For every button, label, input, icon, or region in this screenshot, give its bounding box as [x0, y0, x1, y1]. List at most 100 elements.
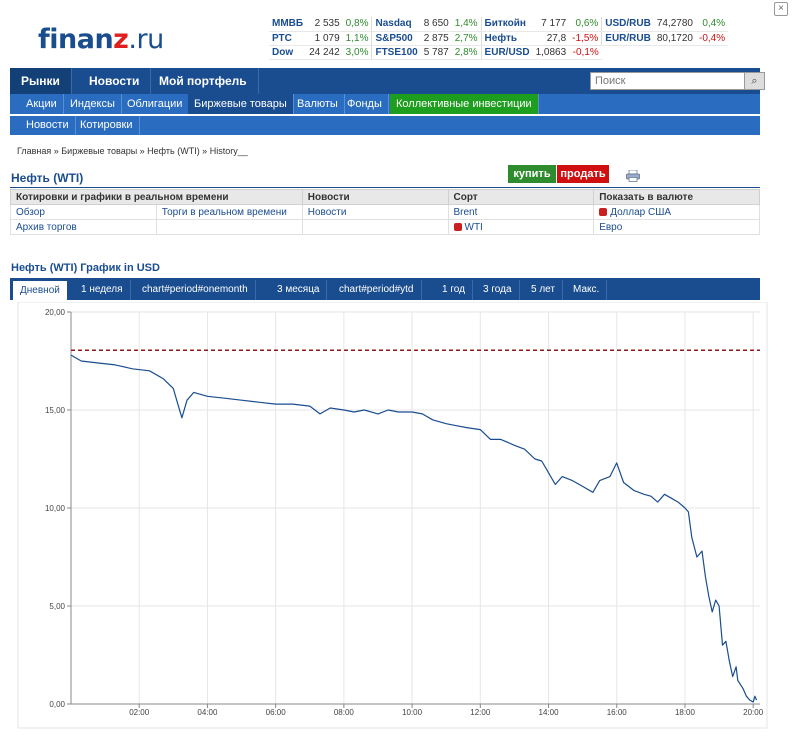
- link-eur[interactable]: Евро: [593, 219, 760, 235]
- header-grade: Сорт: [447, 189, 595, 205]
- logo-main: finan: [38, 24, 114, 55]
- ticker-value: 27,8: [532, 31, 570, 46]
- close-icon[interactable]: ×: [774, 2, 788, 16]
- ticker-value: 5 787: [420, 45, 452, 60]
- tab-daily[interactable]: Дневной: [12, 280, 68, 300]
- sub-nav: Акции Индексы Облигации Биржевые товары …: [10, 94, 760, 114]
- chart-title: Нефть (WTI) График in USD: [11, 262, 160, 274]
- y-tick-label: 0,00: [49, 700, 65, 709]
- y-tick-label: 20,00: [45, 308, 66, 317]
- ticker-name[interactable]: Nasdaq: [371, 17, 421, 32]
- link-usd[interactable]: Доллар США: [593, 204, 760, 220]
- subnav2-item-quotes[interactable]: Котировки: [74, 116, 140, 135]
- buy-button[interactable]: купить: [508, 165, 556, 183]
- logo-accent: z: [113, 24, 129, 55]
- x-tick-label: 02:00: [129, 708, 150, 717]
- tab-3-years[interactable]: 3 года: [476, 280, 520, 300]
- ticker-row: РТС 1 079 1,1% S&P500 2 875 2,7% Нефть 27,8 -1,5…: [269, 31, 729, 46]
- ticker-name[interactable]: S&P500: [371, 31, 421, 46]
- tab-ytd[interactable]: chart#period#ytd: [332, 280, 422, 300]
- search-box: ⌕: [590, 72, 765, 90]
- link-brent[interactable]: Brent: [447, 204, 595, 220]
- subnav-item-indexes[interactable]: Индексы: [64, 94, 122, 114]
- link-wti-label: WTI: [464, 221, 483, 233]
- ticker-name[interactable]: Биткойн: [480, 17, 533, 32]
- period-tabs: Дневной 1 неделя chart#period#onemonth 3…: [10, 278, 760, 300]
- header-quotes: Котировки и графики в реальном времени: [10, 189, 303, 205]
- ticker-change: 3,0%: [342, 45, 372, 60]
- ticker-value: 8 650: [420, 17, 452, 32]
- empty-cell: [155, 219, 303, 235]
- sell-button[interactable]: продать: [557, 165, 609, 183]
- tab-max[interactable]: Макс.: [566, 280, 608, 300]
- site-logo[interactable]: finanz.ru: [38, 24, 164, 55]
- x-tick-label: 10:00: [402, 708, 423, 717]
- subnav-item-funds[interactable]: Фонды: [341, 94, 389, 114]
- tab-3-months[interactable]: 3 месяца: [270, 280, 328, 300]
- ticker-row: ММВБ 2 535 0,8% Nasdaq 8 650 1,4% Биткойн 7 177…: [269, 17, 729, 32]
- ticker-value: 7 177: [532, 17, 570, 32]
- ticker-name[interactable]: FTSE100: [371, 45, 421, 60]
- ticker-change: -1,5%: [569, 31, 602, 46]
- market-ticker: ММВБ 2 535 0,8% Nasdaq 8 650 1,4% Биткойн 7 177…: [269, 17, 729, 60]
- subnav-item-currencies[interactable]: Валюты: [291, 94, 345, 114]
- ticker-change: 1,4%: [451, 17, 482, 32]
- header-currency: Показать в валюте: [593, 189, 760, 205]
- price-series-line: [70, 354, 758, 703]
- ticker-value: 74,2780: [653, 17, 696, 32]
- ticker-change: 0,4%: [696, 17, 729, 32]
- nav-item-news[interactable]: Новости: [78, 68, 152, 94]
- subnav-item-stocks[interactable]: Акции: [20, 94, 64, 114]
- empty-cell: [301, 219, 449, 235]
- subnav2-item-news[interactable]: Новости: [20, 116, 76, 135]
- link-archive[interactable]: Архив торгов: [10, 219, 157, 235]
- link-wti[interactable]: WTI: [447, 219, 595, 235]
- ticker-value: 2 875: [420, 31, 452, 46]
- nav-item-portfolio[interactable]: Мой портфель: [148, 68, 259, 94]
- ticker-name[interactable]: ММВБ: [269, 17, 307, 32]
- link-usd-label: Доллар США: [610, 206, 672, 218]
- ticker-name[interactable]: РТС: [269, 31, 307, 46]
- magnifier-icon[interactable]: ⌕: [744, 73, 764, 89]
- ticker-name[interactable]: EUR/USD: [480, 45, 533, 60]
- y-tick-label: 15,00: [45, 406, 66, 415]
- x-tick-label: 08:00: [334, 708, 355, 717]
- tab-1-month[interactable]: chart#period#onemonth: [135, 280, 256, 300]
- ticker-value: 1,0863: [532, 45, 570, 60]
- x-tick-label: 20:00: [743, 708, 764, 717]
- breadcrumb[interactable]: Главная » Биржевые товары » Нефть (WTI) …: [17, 146, 248, 156]
- sub-nav-secondary: Новости Котировки: [10, 116, 760, 135]
- ticker-name[interactable]: USD/RUB: [601, 17, 654, 32]
- ticker-name[interactable]: EUR/RUB: [601, 31, 654, 46]
- logo-domain: .ru: [128, 24, 164, 55]
- x-tick-label: 06:00: [266, 708, 287, 717]
- header-news: Новости: [301, 189, 449, 205]
- x-tick-label: 16:00: [607, 708, 628, 717]
- subnav-item-collective[interactable]: Коллективные инвестиции: [390, 94, 539, 114]
- ticker-name[interactable]: Dow: [269, 45, 307, 60]
- subnav-item-bonds[interactable]: Облигации: [121, 94, 190, 114]
- ticker-value: 80,1720: [653, 31, 696, 46]
- chart-frame: [17, 302, 768, 729]
- link-news[interactable]: Новости: [301, 204, 449, 220]
- subnav-item-commodities[interactable]: Биржевые товары: [188, 94, 294, 114]
- tab-1-week[interactable]: 1 неделя: [74, 280, 131, 300]
- link-overview[interactable]: Обзор: [10, 204, 157, 220]
- print-icon[interactable]: [626, 170, 640, 182]
- ticker-value: 1 079: [306, 31, 343, 46]
- ticker-value: 24 242: [306, 45, 343, 60]
- nav-item-markets[interactable]: Рынки: [10, 68, 72, 94]
- usd-flag-icon: [599, 207, 608, 216]
- ticker-name[interactable]: Нефть: [480, 31, 533, 46]
- x-tick-label: 04:00: [197, 708, 218, 717]
- page-title: Нефть (WTI): [11, 171, 84, 185]
- link-realtime[interactable]: Торги в реальном времени: [155, 204, 303, 220]
- x-tick-label: 12:00: [470, 708, 491, 717]
- y-tick-label: 5,00: [49, 602, 65, 611]
- search-input[interactable]: [591, 73, 743, 89]
- tab-5-years[interactable]: 5 лет: [524, 280, 563, 300]
- x-tick-label: 14:00: [539, 708, 560, 717]
- ticker-change: 2,8%: [451, 45, 482, 60]
- tab-1-year[interactable]: 1 год: [435, 280, 473, 300]
- y-tick-label: 10,00: [45, 504, 66, 513]
